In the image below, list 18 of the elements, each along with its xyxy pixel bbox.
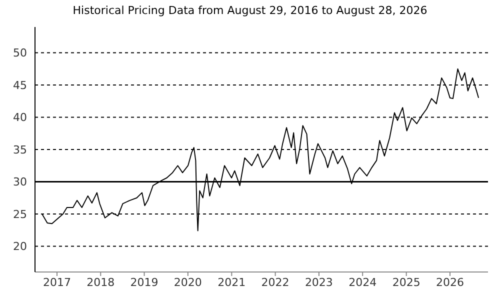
x-tick-label: 2020 [174,276,202,289]
y-tick-label: 20 [13,240,27,254]
x-tick-label: 2017 [43,276,71,289]
y-tick-label: 50 [13,46,27,60]
x-tick-label: 2024 [348,276,377,289]
x-tick-label: 2022 [261,276,290,289]
x-tick-label: 2018 [86,276,115,289]
x-tick-label: 2021 [218,276,246,289]
y-tick-label: 35 [13,143,27,156]
x-tick-label: 2019 [130,276,158,289]
x-tick-label: 2023 [304,276,333,289]
y-tick-label: 30 [13,176,27,189]
y-tick-label: 25 [13,208,27,221]
y-tick-label: 45 [13,78,27,92]
chart-title: Historical Pricing Data from August 29, 2016 to August 28, 2026 [72,4,428,17]
y-tick-label: 40 [13,111,27,124]
x-tick-label: 2026 [436,276,464,289]
x-tick-label: 2025 [392,276,420,289]
